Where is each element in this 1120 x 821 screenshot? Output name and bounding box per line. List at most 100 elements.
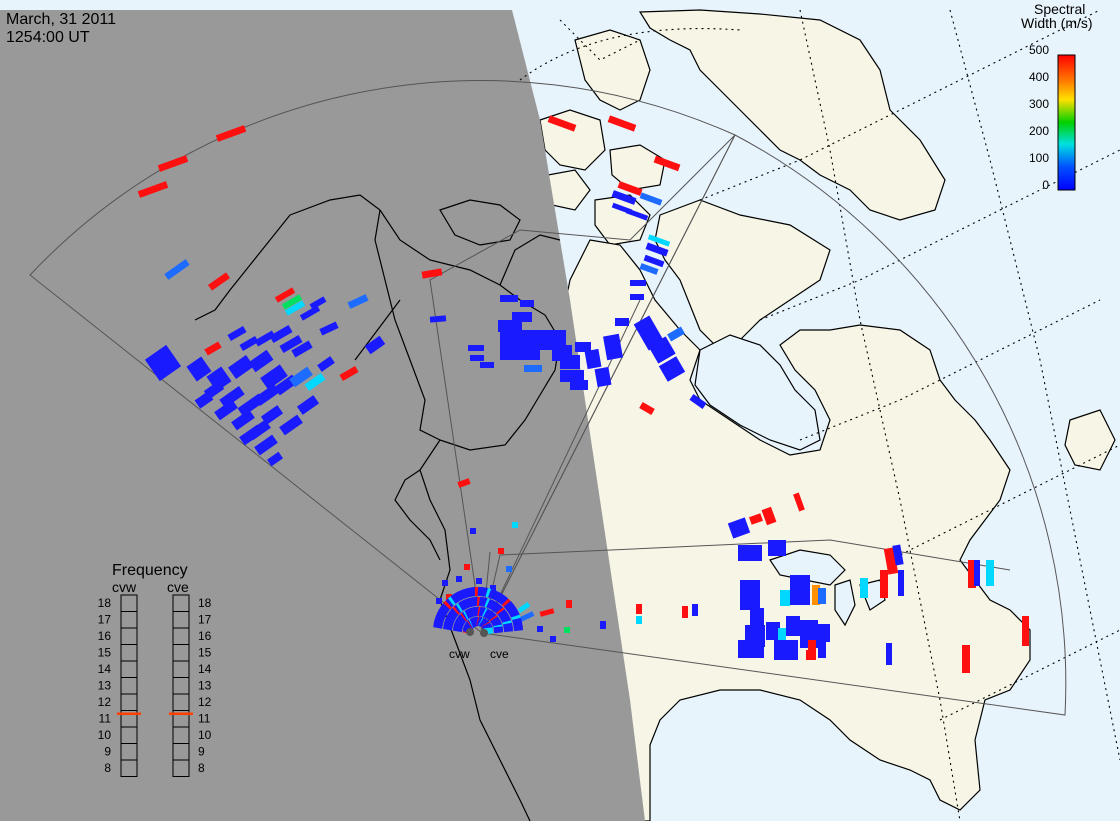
colorbar-title-line1: Spectral	[1034, 1, 1085, 17]
scatter-cell	[537, 626, 543, 632]
scatter-cell	[279, 414, 303, 436]
frequency-title: Frequency	[112, 562, 188, 579]
colorbar-tick-100: 100	[1029, 151, 1049, 165]
frequency-cve-tick-label: 14	[198, 662, 212, 676]
frequency-panel: Frequency cvw cve 18 17 16 15 14 13 12 11 10 9 8 1…	[98, 562, 212, 777]
frequency-cvw-tick-label: 10	[98, 728, 112, 742]
scatter-cell	[560, 370, 584, 382]
scatter-cell	[658, 356, 686, 382]
scatter-cell	[164, 259, 190, 280]
scatter-cell	[476, 578, 482, 584]
scatter-cell	[457, 478, 471, 488]
scatter-cell	[254, 384, 280, 406]
scatter-cell	[279, 335, 303, 353]
cve-site-label: cve	[490, 647, 509, 661]
frequency-cvw-tick-label: 18	[98, 596, 112, 610]
scatter-cell	[539, 608, 555, 617]
scatter-cell	[793, 492, 805, 512]
scatter-cell	[790, 575, 810, 605]
scatter-cell	[600, 621, 606, 629]
scatter-cell	[892, 544, 904, 566]
scatter-cell	[748, 513, 764, 525]
scatter-cell	[860, 578, 868, 598]
scatter-cell	[761, 506, 777, 526]
frequency-cvw-tick-label: 15	[98, 646, 112, 660]
scatter-cell	[254, 330, 276, 347]
colorbar: Spectral Width (m/s) 500 400 300 200 100…	[1021, 1, 1093, 192]
scatter-cell	[727, 517, 751, 539]
timestamp-time: 1254:00 UT	[6, 29, 90, 46]
scatter-cell	[503, 625, 514, 633]
scatter-cell	[766, 622, 780, 640]
scatter-cell	[442, 580, 448, 586]
scatter-cell	[564, 627, 570, 633]
scatter-cell	[639, 192, 663, 206]
scatter-cell	[692, 604, 698, 616]
scatter-cell	[520, 300, 534, 307]
scatter-cell	[639, 263, 659, 275]
scatter-cell	[490, 585, 496, 591]
colorbar-gradient	[1057, 54, 1076, 191]
scatter-cell	[194, 391, 214, 409]
scatter-cell	[299, 305, 321, 321]
scatter-cell	[774, 640, 798, 660]
scatter-cell	[682, 606, 688, 618]
scatter-cell	[498, 320, 522, 332]
frequency-cvw-tick-label: 17	[98, 613, 112, 627]
scatter-cell	[560, 355, 580, 369]
scatter-cell	[584, 348, 602, 370]
scatter-cell	[653, 155, 681, 172]
scatter-cell	[818, 588, 826, 604]
scatter-cell	[630, 294, 644, 300]
radar-sites: cvw cve	[449, 628, 509, 661]
scatter-cell	[227, 354, 255, 380]
scatter-cell	[615, 318, 629, 326]
scatter-cell	[524, 365, 542, 372]
scatter-cell	[962, 645, 970, 673]
scatter-cell	[648, 336, 676, 364]
scatter-cell	[594, 366, 612, 388]
scatter-cell	[186, 356, 212, 382]
frequency-cvw-tick-label: 8	[104, 761, 111, 775]
scatter-cell	[808, 640, 816, 658]
scatter-cell	[786, 616, 800, 636]
scatter-cell	[689, 394, 707, 409]
scatter-cell	[468, 345, 484, 351]
scatter-cell	[137, 181, 169, 198]
scatter-cell	[260, 364, 288, 390]
scatter-cell	[738, 545, 762, 561]
backscatter-cells	[137, 115, 1029, 673]
cvw-site-label: cvw	[449, 647, 470, 661]
scatter-cell	[630, 280, 646, 286]
scatter-cell	[304, 372, 326, 392]
scatter-cell	[429, 315, 447, 323]
frequency-cvw-tick-label: 14	[98, 662, 112, 676]
scatter-cell	[493, 626, 504, 634]
night-coastlines	[194, 194, 561, 821]
scatter-cell	[500, 295, 518, 302]
frequency-cve-tick-label: 8	[198, 761, 205, 775]
scatter-cell	[446, 594, 452, 600]
scatter-cell	[625, 208, 649, 221]
colorbar-tick-300: 300	[1029, 97, 1049, 111]
scatter-cell	[812, 585, 820, 605]
scatter-cell	[470, 528, 476, 534]
scatter-cell	[974, 560, 980, 586]
scatter-cell	[498, 548, 504, 554]
scatter-cell	[750, 608, 764, 628]
frequency-cve-tick-label: 9	[198, 745, 205, 759]
scatter-cell	[566, 600, 572, 608]
scatter-cell	[470, 355, 484, 361]
scatter-cell	[768, 540, 786, 556]
scatter-cell	[219, 386, 245, 408]
scatter-cell	[643, 254, 665, 268]
scatter-cell	[144, 344, 182, 382]
frequency-cvw-column: 18 17 16 15 14 13 12 11 10 9 8	[98, 594, 141, 777]
scatter-cell	[227, 325, 247, 342]
frequency-cve-tick-label: 13	[198, 679, 212, 693]
scatter-cell	[215, 125, 247, 142]
scatter-cell	[319, 321, 339, 336]
cve-site-marker	[480, 629, 488, 637]
scatter-cell	[506, 566, 512, 572]
